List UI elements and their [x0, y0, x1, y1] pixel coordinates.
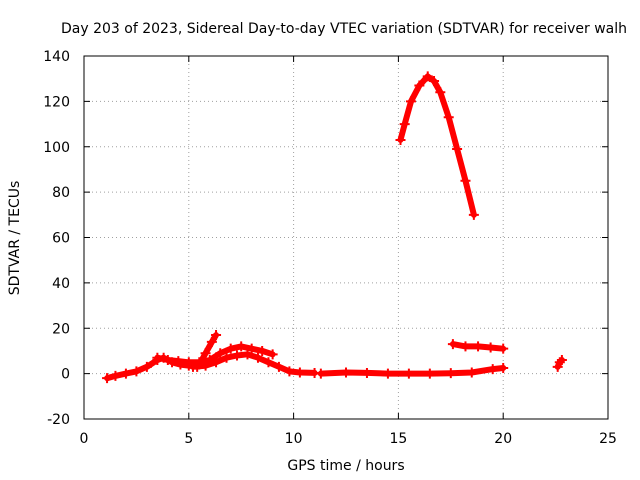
- data-point: [206, 336, 217, 347]
- plot-frame: [83, 55, 609, 420]
- data-point: [443, 112, 454, 123]
- data-point: [246, 343, 257, 354]
- data-point: [284, 366, 295, 377]
- data-point: [361, 367, 372, 378]
- data-point: [422, 71, 433, 82]
- data-point: [498, 362, 509, 373]
- data-point: [399, 119, 410, 130]
- y-tick-label: 100: [43, 140, 70, 156]
- data-point: [460, 341, 471, 352]
- data-point: [215, 348, 226, 359]
- data-point: [267, 349, 278, 360]
- data-point: [211, 357, 222, 368]
- y-tick-label: 20: [52, 321, 70, 337]
- data-point: [403, 368, 414, 379]
- x-axis-label: GPS time / hours: [287, 458, 404, 474]
- grid: [84, 56, 608, 419]
- data-point: [131, 366, 142, 377]
- series-track-3: [196, 332, 219, 368]
- data-point: [447, 339, 458, 350]
- data-point: [460, 175, 471, 186]
- data-point: [429, 75, 440, 86]
- data-point: [487, 364, 498, 375]
- y-tick-label: 120: [43, 94, 70, 110]
- data-point: [263, 357, 274, 368]
- y-tick-label: 80: [52, 185, 70, 201]
- series-track-5: [317, 365, 507, 377]
- data-point: [242, 349, 253, 360]
- data-point: [466, 367, 477, 378]
- y-tick-label: 40: [52, 276, 70, 292]
- y-tick-label: 60: [52, 231, 70, 247]
- data-point: [498, 343, 509, 354]
- data-point: [211, 330, 222, 341]
- y-tick-label: 140: [43, 49, 70, 65]
- data-point: [414, 80, 425, 91]
- data-point: [120, 368, 131, 379]
- ticks: 0 5 10 15 20 25 -20 0 20 40 60 80 100 120 140: [43, 49, 617, 447]
- data-point: [236, 341, 247, 352]
- data-point: [200, 360, 211, 371]
- data-point: [485, 342, 496, 353]
- data-point: [435, 87, 446, 98]
- data-point: [395, 134, 406, 145]
- y-axis-label: SDTVAR / TECUs: [7, 181, 23, 296]
- data-point: [382, 368, 393, 379]
- x-tick-label: 0: [80, 431, 89, 447]
- data-point: [452, 144, 463, 155]
- data-point: [110, 370, 121, 381]
- data-point: [257, 345, 268, 356]
- data-point: [315, 368, 326, 379]
- data-point: [294, 367, 305, 378]
- x-tick-label: 25: [599, 431, 617, 447]
- data-point: [152, 352, 163, 363]
- y-tick-label: 0: [61, 367, 70, 383]
- data-point: [468, 209, 479, 220]
- x-tick-label: 20: [494, 431, 512, 447]
- data-point: [552, 361, 563, 372]
- data-point: [173, 356, 184, 367]
- x-tick-label: 5: [184, 431, 193, 447]
- data-point: [341, 367, 351, 378]
- data-point: [445, 368, 456, 379]
- data-point: [252, 352, 263, 363]
- chart-title: Day 203 of 2023, Sidereal Day-to-day VTE…: [61, 21, 627, 37]
- data-point: [232, 350, 243, 361]
- x-tick-label: 10: [285, 431, 303, 447]
- data-point: [554, 357, 565, 368]
- data-point: [225, 343, 236, 354]
- data-point: [473, 341, 484, 352]
- y-tick-label: -20: [47, 412, 70, 428]
- x-tick-label: 15: [389, 431, 407, 447]
- data-point: [102, 373, 113, 384]
- data-point: [141, 361, 152, 372]
- data-point: [405, 96, 416, 107]
- data-point: [200, 348, 211, 359]
- data-point: [162, 355, 173, 366]
- data-point: [556, 355, 567, 366]
- data-point: [187, 361, 198, 372]
- data-point: [221, 352, 232, 363]
- data-point: [273, 361, 284, 372]
- data-series: [102, 71, 567, 384]
- data-point: [424, 368, 435, 379]
